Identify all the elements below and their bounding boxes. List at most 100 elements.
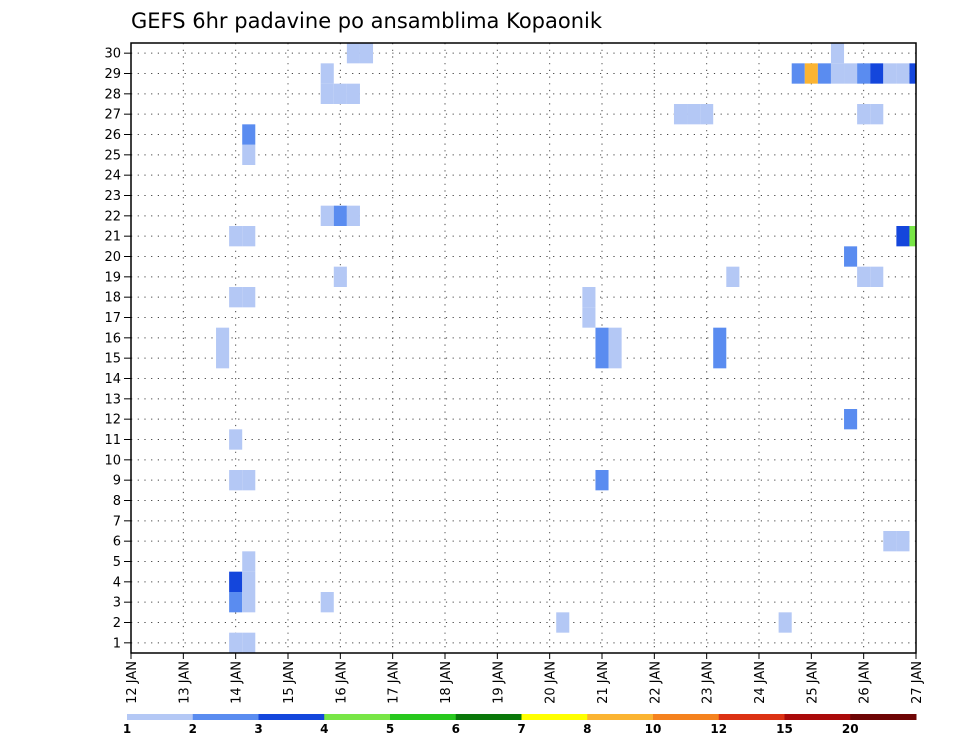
precip-cell [216,327,230,348]
precip-cell [883,531,897,552]
x-tick-label: 23 JAN [701,661,716,704]
precip-cell [346,43,360,64]
precip-cell [359,43,374,64]
precip-cell [608,348,622,369]
precip-cell [242,592,256,613]
x-tick-label: 17 JAN [387,661,402,704]
colorbar-swatch [455,714,522,720]
precip-cell [844,63,858,84]
colorbar: 1 2 3 4 5 6 7 8 10 12 15 20 [123,714,917,736]
precip-cell [673,104,688,125]
colorbar-swatch [653,714,720,720]
precip-cell [883,63,897,84]
precip-cell [242,571,256,592]
x-tick-label: 12 JAN [125,661,140,704]
y-tick-label: 23 [104,189,121,204]
precip-cell [242,144,256,165]
grid-lines [131,43,916,653]
x-tick-label: 26 JAN [858,661,873,704]
precip-cell [857,63,871,84]
precip-cell [870,63,884,84]
precip-cell [830,63,845,84]
precip-cell [870,104,884,125]
precip-cell [229,226,243,247]
y-tick-label: 14 [104,372,121,387]
precip-cell [333,266,347,287]
precip-cell [595,470,609,491]
precip-cell [844,409,858,430]
y-tick-label: 1 [113,636,121,651]
x-tick-label: 15 JAN [282,661,297,704]
colorbar-label: 8 [583,722,591,736]
colorbar-label: 3 [254,722,262,736]
y-tick-label: 2 [113,616,121,631]
precip-cell [896,226,910,247]
y-tick-label: 15 [104,352,121,367]
precip-cell [595,348,609,369]
y-tick-label: 9 [113,474,121,489]
y-tick-label: 11 [104,433,121,448]
precip-cell [242,124,256,145]
y-tick-label: 16 [104,331,121,346]
precip-cell [896,63,910,84]
x-axis: 12 JAN 13 JAN 14 JAN 15 JAN 16 JAN 17 JAN 18 J… [125,653,925,704]
y-tick-label: 12 [104,413,121,428]
y-tick-label: 21 [104,230,121,245]
colorbar-swatch [784,714,851,720]
precip-cell [582,307,596,328]
x-tick-label: 16 JAN [334,661,349,704]
precip-cell [713,348,727,369]
precip-cell [896,531,910,552]
precip-cell [726,266,740,287]
colorbar-swatch [390,714,457,720]
colorbar-label: 15 [776,722,793,736]
y-tick-label: 13 [104,392,121,407]
precip-cell [229,429,243,450]
y-tick-label: 26 [104,128,121,143]
precip-cell [216,348,230,369]
colorbar-label: 7 [517,722,525,736]
colorbar-swatch [850,714,917,720]
precip-cell [909,63,916,84]
precip-cell [830,43,845,64]
colorbar-swatch [587,714,654,720]
y-tick-label: 30 [104,47,121,62]
precip-cell [242,551,256,572]
precip-cell [229,571,243,592]
colorbar-swatch [521,714,588,720]
colorbar-label: 1 [123,722,131,736]
y-tick-label: 29 [104,67,121,82]
y-tick-label: 7 [113,514,121,529]
x-tick-label: 22 JAN [648,661,663,704]
precip-cell [229,287,243,308]
colorbar-label: 10 [645,722,662,736]
colorbar-swatch [258,714,325,720]
y-axis: 1234567891011121314151617181920212223242… [104,47,131,651]
colorbar-swatch [192,714,259,720]
precip-cell [346,205,360,226]
colorbar-label: 4 [320,722,328,736]
colorbar-label: 12 [710,722,727,736]
y-tick-label: 28 [104,87,121,102]
x-tick-label: 27 JAN [910,661,925,704]
precip-cell [804,63,818,84]
precip-cell [333,205,347,226]
precip-cell [333,83,347,104]
precip-cell [320,592,334,613]
colorbar-label: 2 [189,722,197,736]
precip-cell [844,246,858,267]
precip-cell [687,104,701,125]
x-tick-label: 25 JAN [805,661,820,704]
plot-frame [130,42,917,654]
x-tick-label: 18 JAN [439,661,454,704]
precipitation-cells [216,43,916,653]
y-tick-label: 3 [113,596,121,611]
x-tick-label: 21 JAN [596,661,611,704]
colorbar-swatch [324,714,391,720]
y-tick-label: 24 [104,169,121,184]
y-tick-label: 20 [104,250,121,265]
colorbar-swatch [718,714,785,720]
colorbar-label: 20 [842,722,859,736]
colorbar-label: 6 [452,722,460,736]
